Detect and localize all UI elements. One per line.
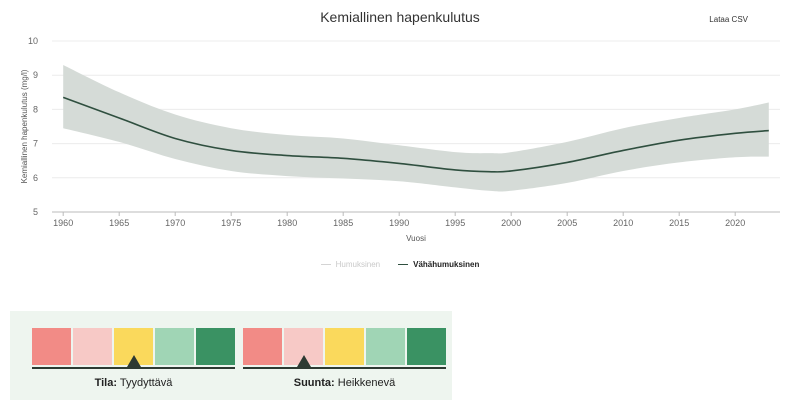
gauge-segment [406,328,447,365]
gauge-baseline [243,367,446,369]
y-tick-label: 6 [33,173,38,183]
download-csv-link[interactable]: Lataa CSV [709,15,748,24]
chart-plot: 5 6 7 8 9 10 1960 1965 1970 1975 1980 1985 1990 1995 2… [20,36,780,243]
suunta-label: Suunta: [293,377,335,389]
x-tick-label: 1990 [389,218,409,228]
x-tick-label: 2000 [501,218,521,228]
legend-item-humuksinen[interactable]: Humuksinen [320,260,381,269]
gauge-baseline [32,367,235,369]
suunta-caption: Suunta: Heikkenevä [243,377,446,389]
tila-value: Tyydyttävä [119,377,173,389]
legend-line-icon [320,263,331,266]
gauge-segment [154,328,195,365]
legend-item-vahahumuksinen[interactable]: Vähähumuksinen [398,260,479,269]
legend-line-icon [398,263,409,266]
chart-title: Kemiallinen hapenkulutus [320,9,480,25]
y-axis-label: Kemiallinen hapenkulutus (mg/l) [20,69,29,183]
gauge-segment [32,328,72,365]
x-tick-label: 1995 [445,218,465,228]
x-tick-label: 2015 [669,218,689,228]
tila-gauge: Tila: Tyydyttävä [32,328,236,389]
x-tick-label: 1965 [109,218,129,228]
tila-label: Tila: [94,377,117,389]
suunta-gauge: Suunta: Heikkenevä [243,328,447,389]
gauge-segment [324,328,365,365]
x-tick-label: 1960 [53,218,73,228]
y-tick-label: 5 [33,207,38,217]
x-tick-label: 2005 [557,218,577,228]
tila-marker-icon [126,355,141,367]
y-tick-label: 10 [28,36,38,46]
x-tick-label: 2020 [725,218,745,228]
gauge-segment [365,328,406,365]
confidence-band [63,64,769,192]
gauge-segment [72,328,113,365]
x-axis-label: Vuosi [406,234,426,243]
legend-label-vahahumuksinen: Vähähumuksinen [413,260,480,269]
x-tick-label: 1975 [221,218,241,228]
series-line-vahahumuksinen [62,96,769,173]
suunta-value: Heikkenevä [337,377,396,389]
chart-legend: Humuksinen Vähähumuksinen [0,260,800,269]
x-tick-label: 1980 [277,218,297,228]
y-tick-label: 8 [33,104,38,114]
gauge-segment [195,328,236,365]
x-tick-label: 1985 [333,218,353,228]
y-tick-label: 9 [33,70,38,80]
x-tick-label: 2010 [613,218,633,228]
gauge-segment [243,328,283,365]
tila-gauge-segments [32,328,236,365]
y-tick-label: 7 [33,139,38,149]
suunta-marker-icon [296,355,311,367]
status-panel: Tila: Tyydyttävä Suunta: Heikkenevä [10,311,452,400]
tila-caption: Tila: Tyydyttävä [32,377,235,389]
x-tick-label: 1970 [165,218,185,228]
suunta-gauge-segments [243,328,447,365]
legend-label-humuksinen: Humuksinen [335,260,381,269]
